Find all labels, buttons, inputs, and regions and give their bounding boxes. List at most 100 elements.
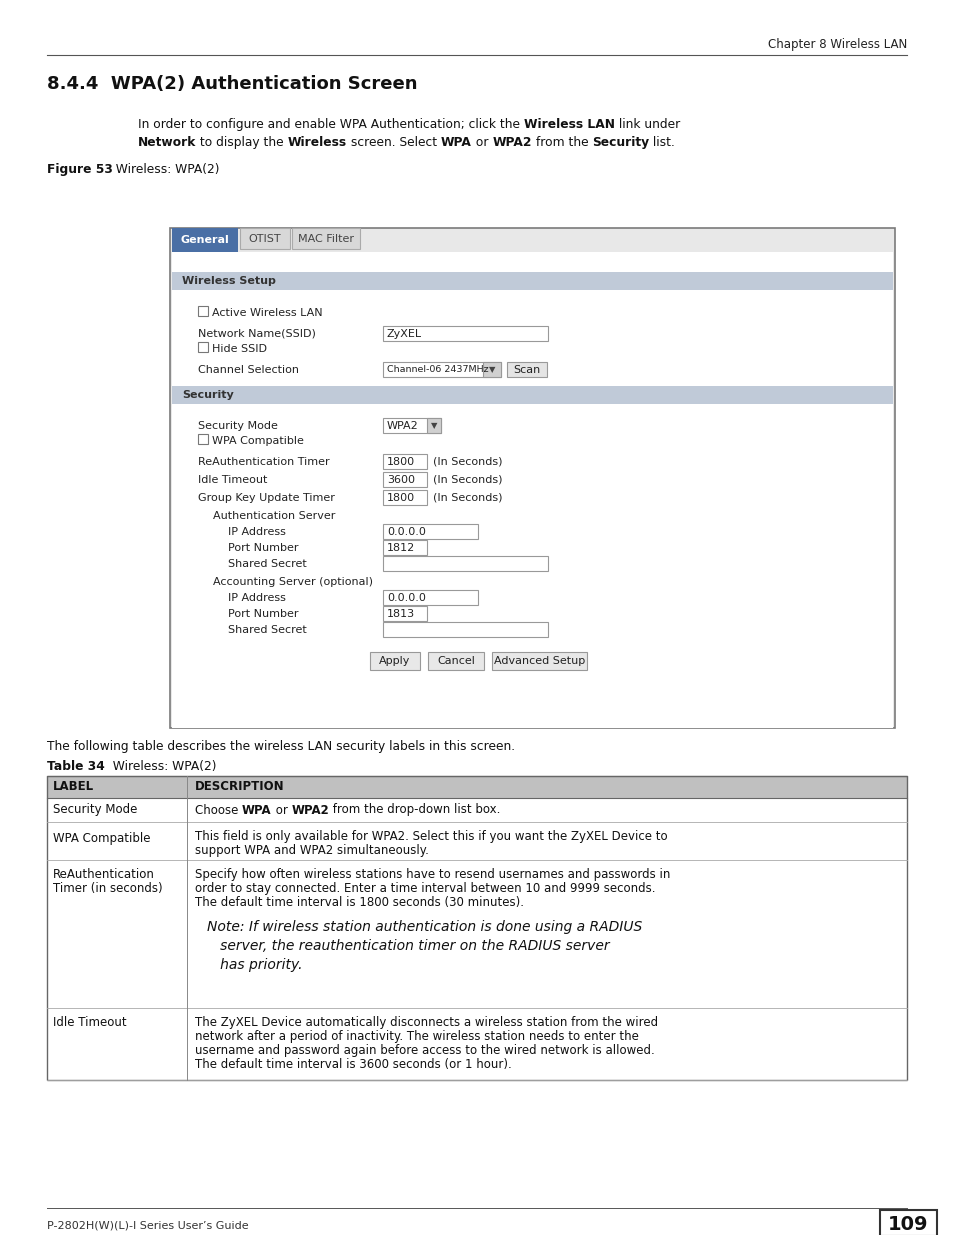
- Bar: [47, 776, 906, 1079]
- Text: screen. Select: screen. Select: [347, 136, 440, 149]
- Text: Group Key Update Timer: Group Key Update Timer: [198, 493, 335, 503]
- Text: WPA2: WPA2: [492, 136, 531, 149]
- Text: Wireless: WPA(2): Wireless: WPA(2): [108, 163, 219, 177]
- Bar: [240, 228, 290, 249]
- Text: Shared Secret: Shared Secret: [228, 625, 307, 635]
- Text: link under: link under: [615, 119, 679, 131]
- Text: Security: Security: [592, 136, 649, 149]
- Text: Network: Network: [138, 136, 196, 149]
- Bar: [47, 798, 906, 823]
- Bar: [382, 540, 427, 555]
- Text: 8.4.4  WPA(2) Authentication Screen: 8.4.4 WPA(2) Authentication Screen: [47, 75, 417, 93]
- Text: General: General: [180, 235, 229, 245]
- Bar: [482, 362, 500, 377]
- Text: OTIST: OTIST: [249, 233, 281, 243]
- Text: WPA2: WPA2: [291, 804, 329, 816]
- Text: list.: list.: [649, 136, 675, 149]
- Bar: [198, 342, 208, 352]
- Text: to display the: to display the: [196, 136, 288, 149]
- Bar: [382, 524, 477, 538]
- Text: 1812: 1812: [387, 543, 415, 553]
- Text: ▼: ▼: [431, 421, 436, 431]
- Text: support WPA and WPA2 simultaneously.: support WPA and WPA2 simultaneously.: [194, 844, 429, 857]
- Bar: [382, 417, 440, 433]
- Text: ReAuthentication: ReAuthentication: [53, 868, 154, 881]
- Text: Specify how often wireless stations have to resend usernames and passwords in: Specify how often wireless stations have…: [194, 868, 670, 881]
- Text: Figure 53: Figure 53: [47, 163, 112, 177]
- Text: (In Seconds): (In Seconds): [433, 475, 502, 485]
- Text: Note: If wireless station authentication is done using a RADIUS: Note: If wireless station authentication…: [207, 920, 641, 934]
- Text: order to stay connected. Enter a time interval between 10 and 9999 seconds.: order to stay connected. Enter a time in…: [194, 882, 655, 895]
- Text: This field is only available for WPA2. Select this if you want the ZyXEL Device : This field is only available for WPA2. S…: [194, 830, 667, 844]
- Text: Wireless LAN: Wireless LAN: [523, 119, 615, 131]
- Text: Accounting Server (optional): Accounting Server (optional): [213, 577, 373, 587]
- Text: LABEL: LABEL: [53, 781, 94, 794]
- Text: Timer (in seconds): Timer (in seconds): [53, 882, 162, 895]
- Text: Idle Timeout: Idle Timeout: [53, 1016, 127, 1029]
- Bar: [382, 556, 547, 571]
- Text: IP Address: IP Address: [228, 593, 286, 603]
- Text: Channel Selection: Channel Selection: [198, 366, 298, 375]
- Bar: [47, 823, 906, 860]
- Text: server, the reauthentication timer on the RADIUS server: server, the reauthentication timer on th…: [207, 939, 609, 953]
- Bar: [382, 622, 547, 637]
- Text: ZyXEL: ZyXEL: [387, 329, 421, 338]
- Text: MAC Filter: MAC Filter: [297, 233, 354, 243]
- Text: Channel-06 2437MHz: Channel-06 2437MHz: [387, 366, 488, 374]
- Text: Chapter 8 Wireless LAN: Chapter 8 Wireless LAN: [767, 38, 906, 51]
- Text: or: or: [472, 136, 492, 149]
- Text: 1800: 1800: [387, 493, 415, 503]
- Text: WPA: WPA: [242, 804, 272, 816]
- Bar: [506, 362, 546, 377]
- Text: Advanced Setup: Advanced Setup: [494, 656, 585, 666]
- Bar: [370, 652, 419, 671]
- Text: 0.0.0.0: 0.0.0.0: [387, 527, 425, 537]
- Bar: [382, 590, 477, 605]
- Text: The following table describes the wireless LAN security labels in this screen.: The following table describes the wirele…: [47, 740, 515, 753]
- Bar: [382, 454, 427, 469]
- Bar: [427, 417, 440, 433]
- Text: WPA: WPA: [440, 136, 472, 149]
- Bar: [172, 228, 237, 252]
- Text: The ZyXEL Device automatically disconnects a wireless station from the wired: The ZyXEL Device automatically disconnec…: [194, 1016, 658, 1029]
- Text: Wireless: Wireless: [288, 136, 347, 149]
- Text: ▼: ▼: [488, 366, 495, 374]
- Text: Port Number: Port Number: [228, 609, 298, 619]
- Text: 109: 109: [887, 1214, 927, 1234]
- Text: Apply: Apply: [379, 656, 410, 666]
- Bar: [879, 1210, 936, 1235]
- Text: Security: Security: [182, 390, 233, 400]
- Text: from the drop-down list box.: from the drop-down list box.: [329, 804, 500, 816]
- Text: from the: from the: [531, 136, 592, 149]
- Text: 1813: 1813: [387, 609, 415, 619]
- Text: DESCRIPTION: DESCRIPTION: [194, 781, 284, 794]
- Text: 1800: 1800: [387, 457, 415, 467]
- Bar: [492, 652, 586, 671]
- Text: (In Seconds): (In Seconds): [433, 457, 502, 467]
- Bar: [170, 228, 894, 727]
- Text: Network Name(SSID): Network Name(SSID): [198, 329, 315, 338]
- Text: Shared Secret: Shared Secret: [228, 559, 307, 569]
- Text: Wireless Setup: Wireless Setup: [182, 275, 275, 287]
- Text: (In Seconds): (In Seconds): [433, 493, 502, 503]
- Text: P-2802H(W)(L)-I Series User’s Guide: P-2802H(W)(L)-I Series User’s Guide: [47, 1221, 249, 1231]
- Text: Table 34: Table 34: [47, 760, 105, 773]
- Bar: [292, 228, 359, 249]
- Bar: [172, 272, 892, 290]
- Bar: [428, 652, 483, 671]
- Text: WPA Compatible: WPA Compatible: [212, 436, 304, 446]
- Text: network after a period of inactivity. The wireless station needs to enter the: network after a period of inactivity. Th…: [194, 1030, 639, 1044]
- Text: Security Mode: Security Mode: [53, 804, 137, 816]
- Text: Active Wireless LAN: Active Wireless LAN: [212, 308, 322, 317]
- Text: The default time interval is 1800 seconds (30 minutes).: The default time interval is 1800 second…: [194, 897, 523, 909]
- Bar: [382, 326, 547, 341]
- Text: WPA2: WPA2: [387, 421, 418, 431]
- Text: The default time interval is 3600 seconds (or 1 hour).: The default time interval is 3600 second…: [194, 1058, 511, 1071]
- Bar: [382, 490, 427, 505]
- Bar: [382, 472, 427, 487]
- Text: Scan: Scan: [513, 366, 540, 375]
- Text: Hide SSID: Hide SSID: [212, 345, 267, 354]
- Bar: [47, 1008, 906, 1079]
- Text: username and password again before access to the wired network is allowed.: username and password again before acces…: [194, 1044, 654, 1057]
- Bar: [172, 387, 892, 404]
